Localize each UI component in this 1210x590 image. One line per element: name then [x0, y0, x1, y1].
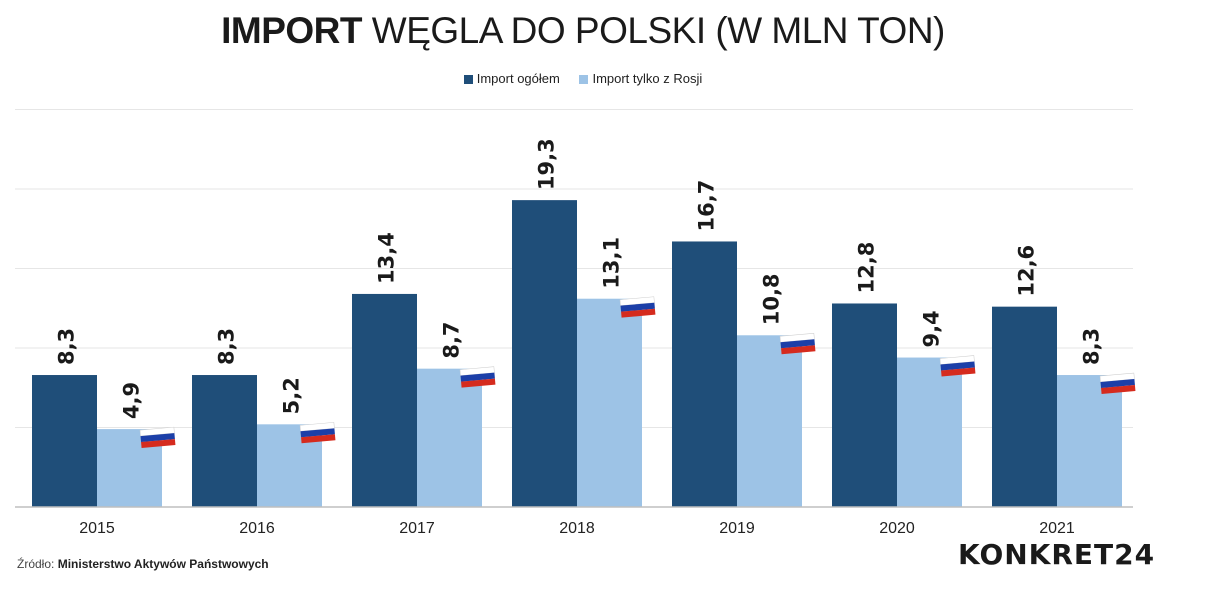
x-tick-label: 2020	[879, 520, 915, 537]
flag-stripe-red	[781, 345, 816, 355]
flag-stripe-white	[939, 355, 975, 365]
russian-flag-icon	[939, 355, 976, 377]
data-label: 12,6	[1015, 245, 1039, 297]
flag-stripe-blue	[140, 433, 175, 443]
bar-import-total	[512, 200, 577, 507]
bar-import-total	[832, 303, 897, 507]
flag-stripe-blue	[300, 428, 335, 438]
data-label: 8,3	[1080, 328, 1104, 365]
bar-import-total	[992, 306, 1057, 507]
source-prefix: Źródło:	[17, 557, 55, 571]
data-label: 8,3	[215, 328, 239, 365]
bar-import-total	[672, 241, 737, 507]
legend-item-russia: Import tylko z Rosji	[579, 71, 702, 86]
x-tick-label: 2018	[559, 520, 595, 537]
chart-legend: Import ogółem Import tylko z Rosji	[0, 71, 1166, 86]
flag-stripe-white	[139, 426, 175, 437]
russian-flag-icon	[299, 422, 336, 444]
chart-title-rest: WĘGLA DO POLSKI (W MLN TON)	[371, 10, 946, 51]
flag-stripe-white	[619, 296, 655, 306]
chart-title: IMPORT WĘGLA DO POLSKI (W MLN TON)	[0, 10, 1166, 52]
legend-item-total: Import ogółem	[463, 71, 560, 86]
source-text: Ministerstwo Aktywów Państwowych	[57, 557, 269, 571]
data-label: 8,3	[55, 328, 79, 365]
russian-flag-icon	[779, 333, 816, 355]
bar-import-russia	[417, 368, 482, 507]
bar-import-total	[32, 375, 97, 507]
flag-stripe-red	[941, 367, 976, 377]
legend-swatch-total	[463, 75, 473, 84]
data-label: 19,3	[535, 138, 559, 190]
russian-flag-icon	[139, 426, 176, 449]
data-label: 8,7	[440, 321, 464, 358]
flag-stripe-red	[621, 308, 656, 318]
bar-import-russia	[577, 298, 642, 507]
data-label: 4,9	[120, 382, 144, 419]
bar-import-total	[352, 293, 417, 507]
flag-stripe-white	[459, 366, 495, 376]
russian-flag-icon	[1099, 372, 1136, 394]
flag-stripe-white	[1099, 372, 1135, 383]
flag-stripe-red	[301, 434, 336, 444]
bar-import-russia	[1057, 375, 1122, 507]
bar-import-russia	[897, 357, 962, 507]
bar-import-russia	[737, 335, 802, 507]
flag-stripe-white	[299, 422, 335, 432]
legend-label-total: Import ogółem	[476, 71, 560, 86]
data-label: 13,4	[375, 232, 399, 284]
x-tick-label: 2019	[719, 520, 755, 537]
konkret24-logo: KONKRET24	[958, 538, 1156, 571]
x-tick-label: 2017	[399, 520, 435, 537]
data-label: 5,2	[280, 377, 304, 414]
data-label: 16,7	[695, 180, 719, 232]
x-tick-label: 2016	[239, 520, 275, 537]
flag-stripe-red	[141, 439, 176, 449]
russian-flag-icon	[619, 296, 656, 318]
data-label: 9,4	[920, 310, 944, 347]
flag-stripe-blue	[940, 361, 975, 371]
flag-stripe-blue	[460, 372, 495, 382]
x-tick-label: 2015	[79, 520, 115, 537]
data-label: 10,8	[760, 273, 784, 325]
flag-stripe-blue	[620, 302, 655, 312]
x-tick-label: 2021	[1039, 520, 1075, 537]
data-label: 13,1	[600, 237, 624, 289]
data-label: 12,8	[855, 242, 879, 294]
flag-stripe-white	[779, 333, 815, 343]
russian-flag-icon	[459, 366, 496, 388]
legend-swatch-russia	[579, 75, 589, 84]
bar-import-total	[192, 375, 257, 507]
flag-stripe-blue	[1100, 379, 1135, 388]
chart-title-bold: IMPORT	[221, 10, 362, 51]
source-note: Źródło: Ministerstwo Aktywów Państwowych	[17, 557, 269, 571]
legend-label-russia: Import tylko z Rosji	[592, 71, 703, 86]
flag-stripe-red	[1101, 385, 1136, 394]
flag-stripe-red	[461, 378, 496, 388]
flag-stripe-blue	[780, 339, 815, 349]
